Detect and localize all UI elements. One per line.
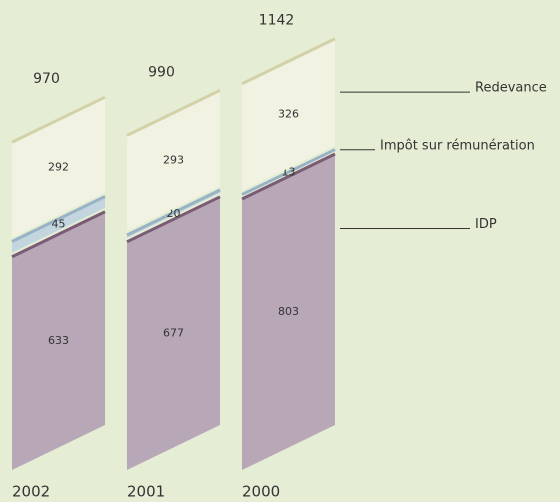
value-label: 633 — [48, 334, 69, 347]
segment-edge — [241, 152, 336, 201]
value-label: 326 — [278, 108, 299, 121]
segment-edge — [11, 95, 106, 144]
x-tick-label: 2000 — [242, 483, 280, 501]
segment-edge — [126, 188, 221, 237]
segment-edge — [11, 210, 106, 259]
segment-edge — [241, 148, 336, 196]
segment-edge — [241, 37, 336, 86]
value-label: 45 — [52, 218, 66, 231]
bar-segment — [12, 196, 105, 253]
total-label: 970 — [33, 71, 60, 87]
legend-label: Redevance — [475, 81, 547, 96]
bar-segment — [127, 196, 220, 470]
bar-segment — [242, 153, 335, 471]
segment-edge — [126, 195, 221, 244]
legend-label: Impôt sur rémunération — [380, 138, 535, 153]
value-label: 292 — [48, 160, 69, 173]
total-label: 990 — [148, 64, 175, 80]
bar-segment — [12, 211, 105, 470]
x-tick-label: 2002 — [12, 483, 50, 501]
value-label: 803 — [278, 305, 299, 318]
x-tick-label: 2001 — [127, 483, 165, 501]
value-label: 677 — [163, 326, 184, 339]
total-label: 1142 — [259, 13, 295, 29]
legend-label: IDP — [475, 217, 497, 232]
bar-segment — [242, 38, 335, 191]
segment-edge — [126, 89, 221, 137]
segment-edge — [11, 195, 106, 243]
value-label: 293 — [163, 154, 184, 167]
